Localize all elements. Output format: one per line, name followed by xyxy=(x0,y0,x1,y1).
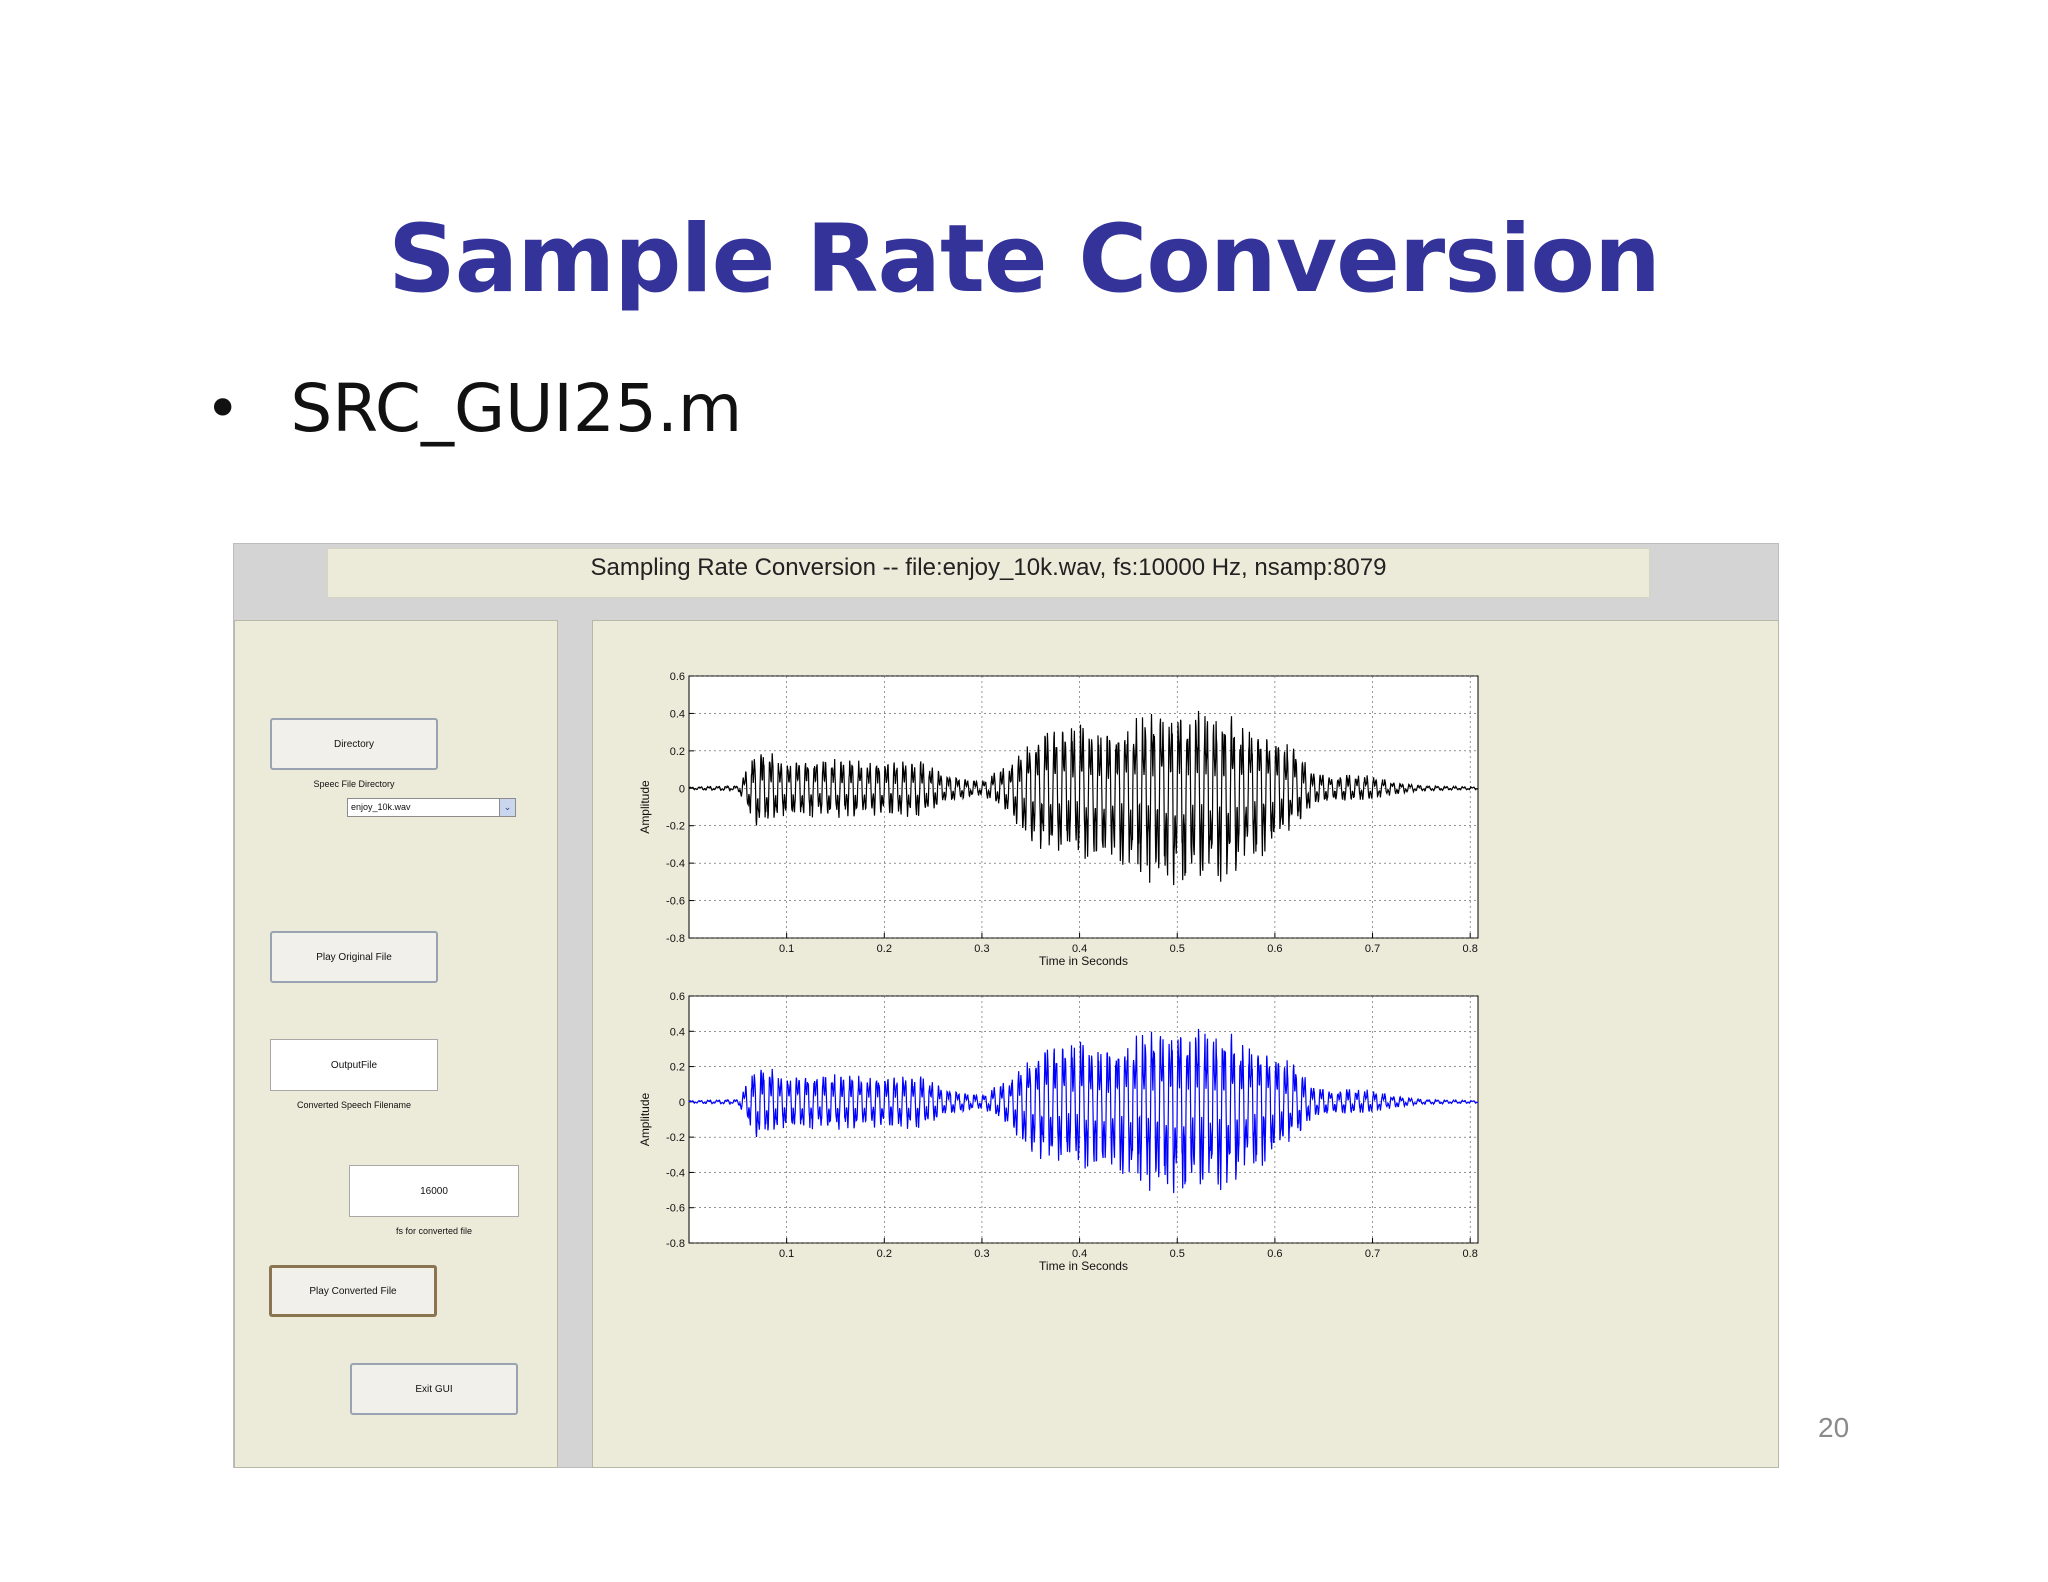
x-tick-label: 0.3 xyxy=(974,943,989,955)
output-file-field[interactable]: OutputFile xyxy=(270,1039,438,1091)
x-axis-label: Time in Seconds xyxy=(1039,954,1128,968)
chevron-down-icon[interactable]: ⌄ xyxy=(499,799,515,816)
y-tick-label: 0.2 xyxy=(670,1062,685,1074)
y-axis-label: Amplitude xyxy=(638,1093,652,1147)
bullet-item: • SRC_GUI25.m xyxy=(205,370,742,447)
y-tick-label: 0 xyxy=(679,1097,685,1109)
plot-area xyxy=(688,995,1479,1244)
plot-panel: 0.1 0.2 0.3 0.4 0.5 0.6 0.7 0.8 0.6 0.4 0.2 0 -0.2 -0… xyxy=(592,620,1779,1468)
y-tick-label: -0.6 xyxy=(666,1203,685,1215)
x-tick-label: 0.2 xyxy=(877,943,892,955)
y-tick-label: 0.4 xyxy=(670,708,685,720)
gui-window: Sampling Rate Conversion -- file:enjoy_1… xyxy=(233,543,1779,1468)
x-tick-label: 0.1 xyxy=(779,943,794,955)
control-panel: Directory Speec File Directory enjoy_10k… xyxy=(234,620,558,1468)
play-converted-button[interactable]: Play Converted File xyxy=(269,1265,437,1317)
gui-title: Sampling Rate Conversion -- file:enjoy_1… xyxy=(327,548,1650,598)
x-tick-label: 0.3 xyxy=(974,1248,989,1260)
fs-caption: fs for converted file xyxy=(395,1226,473,1236)
x-axis-label: Time in Seconds xyxy=(1039,1259,1128,1273)
page-number: 20 xyxy=(1818,1412,1850,1443)
y-tick-label: 0.6 xyxy=(670,991,685,1003)
x-tick-label: 0.6 xyxy=(1267,1248,1282,1260)
output-file-caption: Converted Speech Filename xyxy=(296,1100,412,1110)
bullet-text: SRC_GUI25.m xyxy=(290,370,743,447)
y-tick-label: -0.8 xyxy=(666,933,685,945)
y-tick-label: 0 xyxy=(679,783,685,795)
play-original-button[interactable]: Play Original File xyxy=(270,931,438,983)
file-select-value: enjoy_10k.wav xyxy=(351,802,411,812)
y-tick-label: -0.6 xyxy=(666,896,685,908)
x-tick-label: 0.8 xyxy=(1463,943,1478,955)
waveform-chart-1: 0.1 0.2 0.3 0.4 0.5 0.6 0.7 0.8 0.6 0.4 0.2 0 -0.2 -0… xyxy=(638,671,1479,968)
y-tick-label: -0.8 xyxy=(666,1238,685,1250)
exit-gui-button[interactable]: Exit GUI xyxy=(350,1363,518,1415)
directory-button[interactable]: Directory xyxy=(270,718,438,770)
x-tick-label: 0.6 xyxy=(1267,943,1282,955)
y-tick-label: 0.4 xyxy=(670,1026,685,1038)
x-tick-label: 0.4 xyxy=(1072,1248,1087,1260)
y-axis-label: Amplitude xyxy=(638,780,652,834)
y-tick-label: -0.4 xyxy=(666,858,685,870)
x-tick-label: 0.1 xyxy=(779,1248,794,1260)
x-tick-label: 0.5 xyxy=(1170,943,1185,955)
file-select[interactable]: enjoy_10k.wav ⌄ xyxy=(347,798,516,817)
y-tick-label: 0.6 xyxy=(670,671,685,683)
fs-input[interactable]: 16000 xyxy=(349,1165,519,1217)
waveform-chart-2: 0.1 0.2 0.3 0.4 0.5 0.6 0.7 0.8 0.6 0.4 0.2 0 -0.2 -0… xyxy=(638,991,1479,1273)
waveform-series-1 xyxy=(688,1028,1479,1194)
y-tick-label: -0.4 xyxy=(666,1167,685,1179)
y-tick-label: -0.2 xyxy=(666,821,685,833)
x-tick-label: 0.7 xyxy=(1365,1248,1380,1260)
x-tick-label: 0.2 xyxy=(877,1248,892,1260)
x-tick-label: 0.8 xyxy=(1463,1248,1478,1260)
x-tick-label: 0.5 xyxy=(1170,1248,1185,1260)
bullet-dot-icon: • xyxy=(205,373,241,444)
waveform-series-1 xyxy=(688,710,1479,886)
y-tick-label: -0.2 xyxy=(666,1132,685,1144)
directory-caption: Speec File Directory xyxy=(313,779,395,789)
plot-area xyxy=(688,675,1479,939)
y-tick-label: 0.2 xyxy=(670,746,685,758)
slide-title: Sample Rate Conversion xyxy=(388,205,1661,314)
x-tick-label: 0.4 xyxy=(1072,943,1087,955)
x-tick-label: 0.7 xyxy=(1365,943,1380,955)
waveform-plots: 0.1 0.2 0.3 0.4 0.5 0.6 0.7 0.8 0.6 0.4 0.2 0 -0.2 -0… xyxy=(638,671,1479,1273)
